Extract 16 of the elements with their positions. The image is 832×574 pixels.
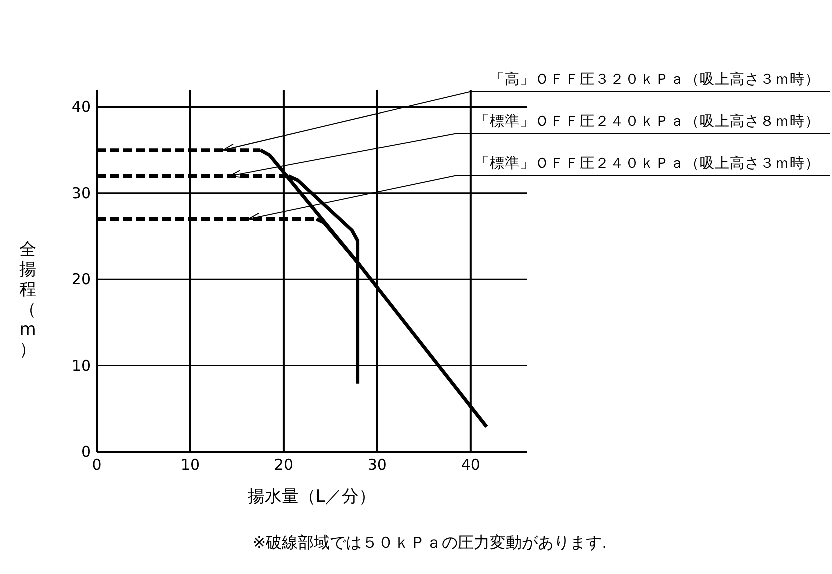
y-tick-label: 10 [72,356,91,375]
x-tick-label: 0 [92,456,102,474]
annotation: 「標準」ＯＦＦ圧２４０ｋＰａ（吸上高さ３ｍ時） [475,155,820,172]
x-tick-label: 30 [368,456,387,474]
y-tick-label: 20 [72,270,91,289]
x-tick-label: 20 [274,456,294,474]
y-tick-label: 30 [72,184,91,202]
annotation: 「高」ＯＦＦ圧３２０ｋＰａ（吸上高さ３ｍ時） [490,71,820,88]
y-axis-title: 全揚程（m） [20,240,36,360]
text: ※破線部域では５０ｋＰａの圧力変動があります. [252,533,608,552]
y-tick-label: 0 [81,443,91,461]
annotation: 「標準」ＯＦＦ圧２４０ｋＰａ（吸上高さ８ｍ時） [475,113,820,130]
x-axis-title: 揚水量（L／分） [248,487,376,507]
y-tick-label: 40 [72,98,91,116]
x-tick-label: 40 [461,456,480,474]
x-tick-label: 10 [180,456,200,474]
